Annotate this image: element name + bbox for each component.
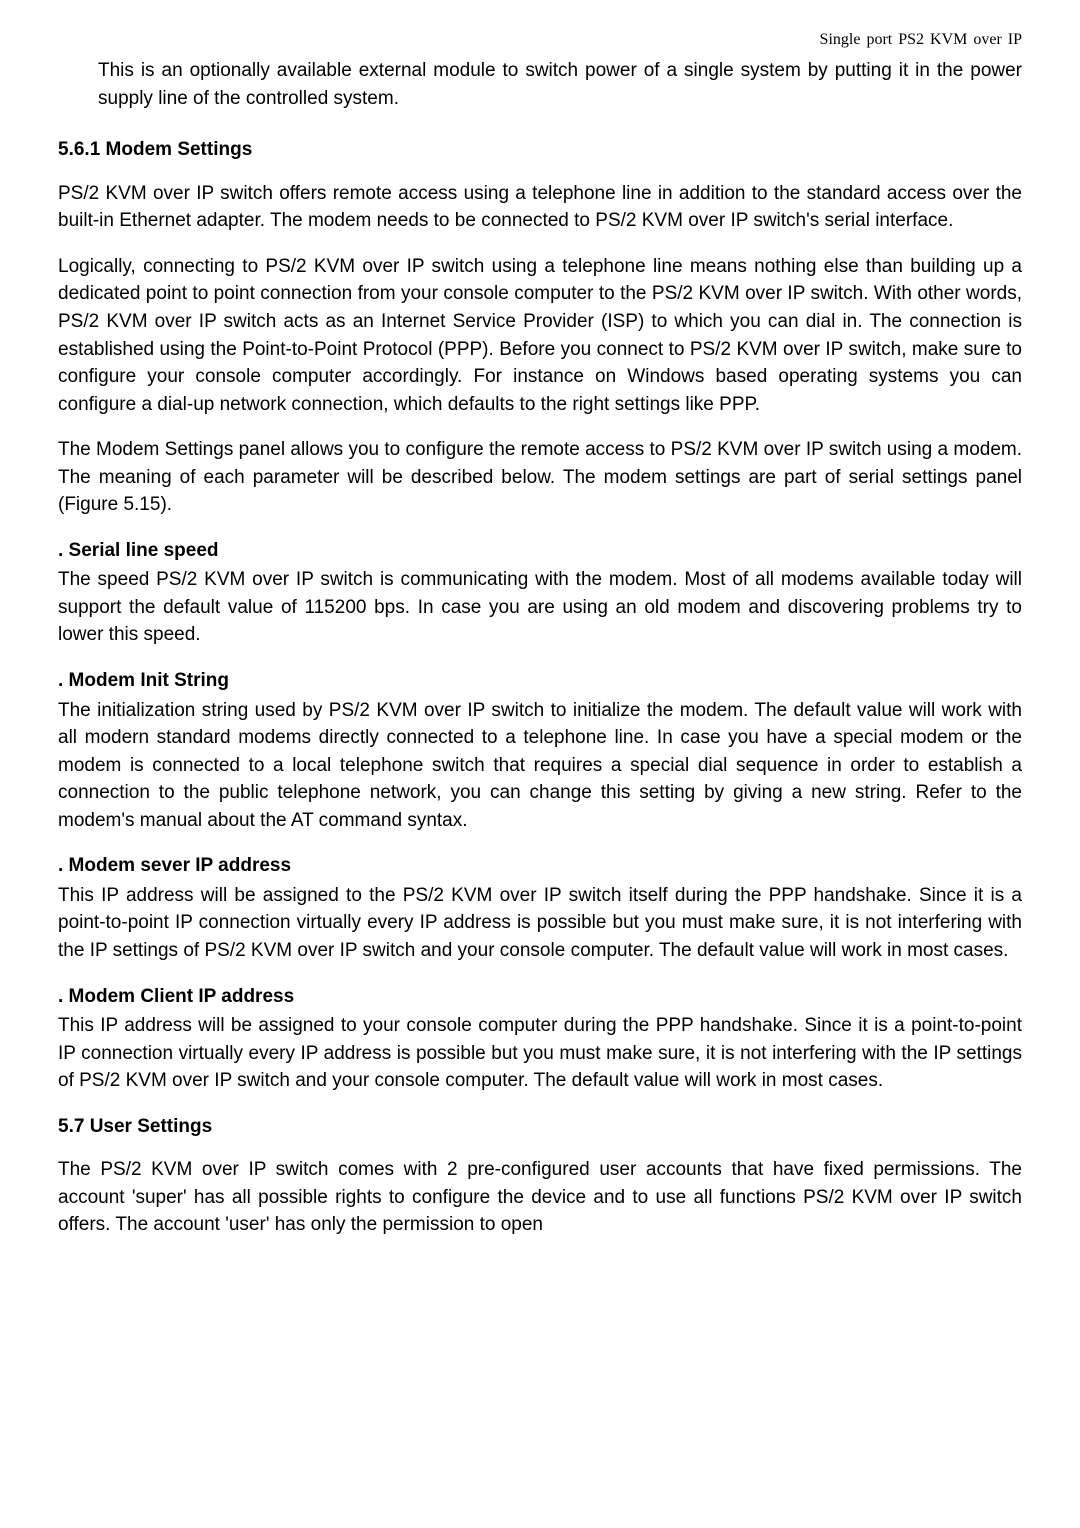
section-561-heading: 5.6.1 Modem Settings: [58, 136, 1022, 164]
section-57-heading: 5.7 User Settings: [58, 1113, 1022, 1141]
modem-init-string-text: The initialization string used by PS/2 K…: [58, 697, 1022, 835]
modem-init-string-section: . Modem Init String The initialization s…: [58, 667, 1022, 834]
page-header: Single port PS2 KVM over IP: [58, 28, 1022, 51]
serial-line-speed-text: The speed PS/2 KVM over IP switch is com…: [58, 566, 1022, 649]
intro-paragraph: This is an optionally available external…: [98, 57, 1022, 112]
modem-client-ip-section: . Modem Client IP address This IP addres…: [58, 983, 1022, 1095]
modem-init-string-heading: . Modem Init String: [58, 667, 1022, 695]
serial-line-speed-heading: . Serial line speed: [58, 537, 1022, 565]
modem-server-ip-text: This IP address will be assigned to the …: [58, 882, 1022, 965]
modem-client-ip-heading: . Modem Client IP address: [58, 983, 1022, 1011]
modem-server-ip-heading: . Modem sever IP address: [58, 852, 1022, 880]
serial-line-speed-section: . Serial line speed The speed PS/2 KVM o…: [58, 537, 1022, 649]
modem-client-ip-text: This IP address will be assigned to your…: [58, 1012, 1022, 1095]
section-561-para2: Logically, connecting to PS/2 KVM over I…: [58, 253, 1022, 418]
section-561-para1: PS/2 KVM over IP switch offers remote ac…: [58, 180, 1022, 235]
modem-server-ip-section: . Modem sever IP address This IP address…: [58, 852, 1022, 964]
section-561-para3: The Modem Settings panel allows you to c…: [58, 436, 1022, 519]
section-57-para1: The PS/2 KVM over IP switch comes with 2…: [58, 1156, 1022, 1239]
